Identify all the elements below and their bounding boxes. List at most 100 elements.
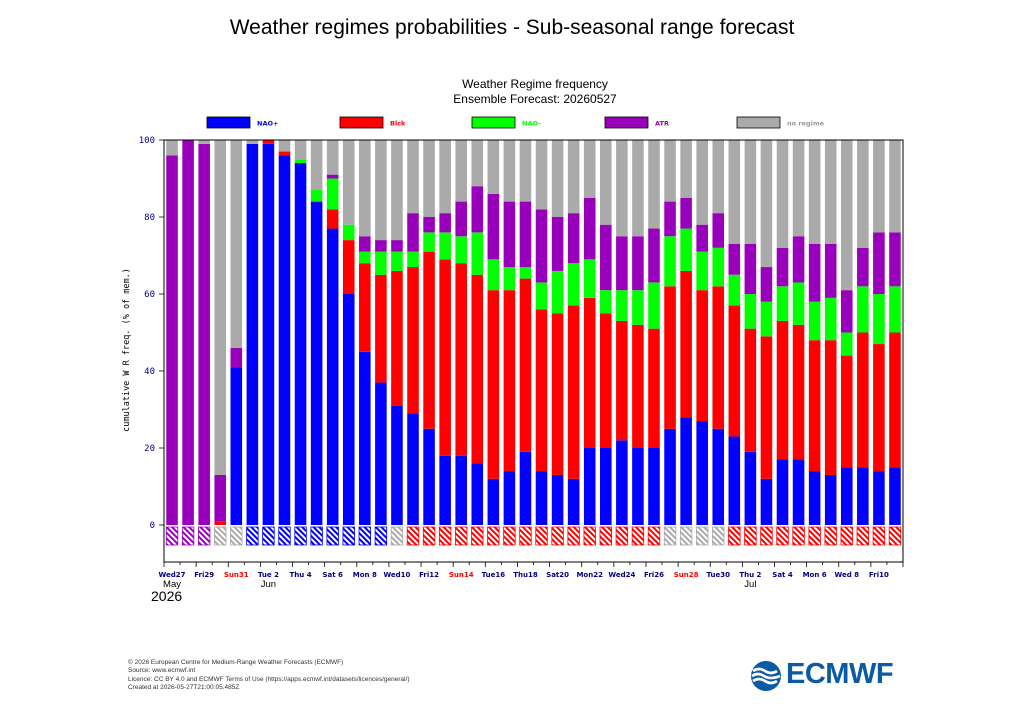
bar-segment (375, 251, 387, 275)
bar-segment (359, 236, 371, 252)
x-tick-label: Sat 4 (772, 571, 793, 579)
legend-label: NAO- (522, 120, 541, 128)
bar-segment (632, 236, 644, 291)
bar-segment (423, 251, 435, 429)
bar-segment (792, 140, 805, 237)
ecmwf-logo: ECMWF (748, 658, 908, 693)
bar-segment (696, 224, 708, 252)
bar-segment (648, 448, 660, 525)
bar-segment (873, 140, 885, 233)
year-label: 2026 (151, 588, 182, 604)
bar-segment (487, 259, 500, 291)
strip-cell (438, 526, 452, 546)
chart-axes (163, 139, 904, 567)
bar-segment (407, 140, 419, 214)
bar-segment (760, 140, 773, 268)
bar-area (164, 140, 903, 562)
bar-segment (551, 474, 564, 525)
bar-segment (342, 140, 355, 225)
bar-segment (840, 467, 853, 525)
bar-segment (439, 455, 451, 525)
bar-segment (423, 232, 435, 252)
bar-segment (278, 151, 291, 156)
bar-segment (391, 240, 403, 252)
strip-cell (310, 526, 323, 546)
bar-segment (391, 140, 403, 241)
bar-segment (696, 421, 708, 525)
x-tick-label: Mon 6 (803, 571, 827, 579)
bar-segment (214, 140, 227, 475)
strip-cell (422, 526, 436, 546)
bar-segment (600, 140, 612, 225)
strip-cell (663, 526, 677, 546)
bar-segment (680, 417, 692, 525)
bar-segment (873, 471, 885, 525)
bar-segment (889, 286, 901, 333)
legend-swatch (471, 116, 516, 129)
bar-segment (391, 405, 403, 525)
strip-cell (246, 526, 259, 546)
strip-cell (583, 526, 596, 546)
bar-segment (824, 474, 837, 525)
bar-segment (776, 459, 789, 525)
strip-cell (599, 526, 612, 546)
bar-segment (359, 140, 371, 237)
bar-segment (824, 243, 837, 298)
strip-cell (567, 526, 580, 546)
bar-segment (792, 236, 805, 283)
bar-segment (407, 251, 419, 268)
bar-segment (551, 313, 564, 475)
ecmwf-logo-text: ECMWF (786, 658, 894, 690)
strip-cell (455, 526, 468, 546)
strip-cell (374, 526, 388, 546)
bar-segment (262, 140, 275, 144)
bar-segment (535, 471, 548, 525)
bar-segment (632, 448, 644, 525)
strip-cell (744, 526, 757, 546)
bar-segment (680, 228, 692, 271)
strip-cell (294, 526, 307, 546)
bar-segment (857, 247, 869, 287)
bar-segment (808, 471, 821, 525)
bar-segment (391, 251, 403, 271)
bar-segment (712, 428, 725, 525)
x-tick-label: Fri26 (644, 571, 664, 579)
bar-segment (857, 332, 869, 468)
bar-segment (583, 297, 596, 448)
y-axis-ticks: 0 20 40 60 80 100 (139, 136, 164, 531)
legend-swatch (604, 116, 649, 129)
bar-segment (503, 290, 516, 472)
footer-line: Created at 2026-05-27T21:00:05.485Z (128, 684, 240, 692)
y-tick-label: 20 (144, 444, 155, 454)
bar-segment (326, 178, 339, 210)
x-tick-label: Fri29 (194, 571, 214, 579)
legend-label: NAO+ (257, 120, 278, 128)
y-tick-label: 80 (144, 213, 155, 223)
month-label: Jun (261, 579, 276, 590)
bar-segment (616, 440, 628, 525)
x-tick-label: Thu 2 (739, 571, 761, 579)
x-tick-label: Sat20 (546, 571, 569, 579)
bar-segment (616, 320, 628, 441)
strip-cell (856, 526, 870, 546)
strip-cell (278, 526, 291, 546)
bar-segment (760, 478, 773, 525)
bar-segment (696, 290, 708, 422)
bar-segment (840, 290, 853, 333)
y-tick-label: 40 (144, 367, 155, 377)
strip-cell (840, 526, 853, 546)
bar-segment (535, 282, 548, 310)
bar-segment (294, 159, 307, 164)
strip-cell (535, 526, 548, 546)
bar-segment (824, 140, 837, 244)
strip-cell (679, 526, 693, 546)
bar-segment (873, 232, 885, 294)
bar-segment (198, 143, 210, 525)
footer-line: Licence: CC BY 4.0 and ECMWF Terms of Us… (128, 675, 410, 683)
strip-cell (808, 526, 821, 546)
bar-segment (824, 340, 837, 475)
bar-segment (760, 336, 773, 479)
bar-segment (471, 232, 484, 275)
bar-segment (632, 290, 644, 325)
